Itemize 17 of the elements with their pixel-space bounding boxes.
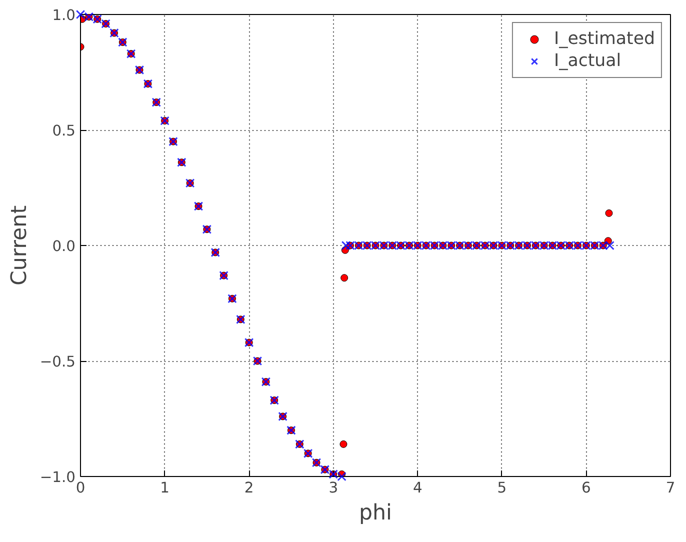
y-tick-label: −1.0: [40, 469, 76, 486]
x-tick-label: 2: [244, 480, 254, 496]
legend-label: I_estimated: [554, 29, 655, 49]
y-tick-label: 1.0: [52, 7, 76, 24]
x-tick-label: 6: [582, 480, 591, 496]
x-tick-label: 7: [666, 480, 676, 496]
x-tick-label: 3: [328, 480, 338, 496]
y-tick-label: 0.0: [52, 238, 76, 255]
x-tick-label: 0: [76, 480, 86, 496]
x-axis-title: phi: [359, 500, 392, 526]
y-tick-label: 0.5: [52, 122, 76, 140]
legend-label: I_actual: [554, 51, 622, 71]
y-axis-title: Current: [6, 205, 32, 286]
x-tick-label: 4: [412, 480, 422, 496]
x-tick-label: 1: [160, 480, 170, 496]
x-tick-label: 5: [497, 480, 507, 496]
y-tick-label: −0.5: [40, 354, 76, 370]
